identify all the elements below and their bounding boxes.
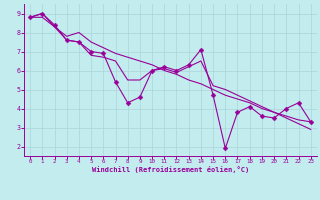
X-axis label: Windchill (Refroidissement éolien,°C): Windchill (Refroidissement éolien,°C) [92,166,249,173]
